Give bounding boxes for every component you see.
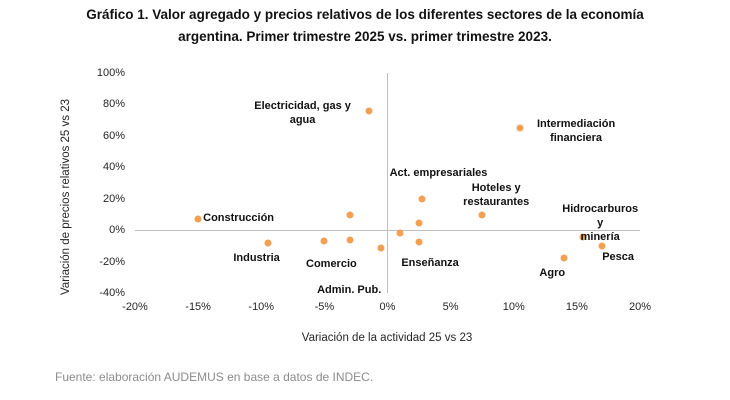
- y-axis-line: [387, 73, 388, 293]
- scatter-point-label: Agro: [539, 267, 566, 280]
- y-tick-label: 80%: [102, 98, 125, 111]
- scatter-point: [377, 244, 385, 252]
- plot-area: 100% 80% 60% 40% 20% 0% -20% -40% -20% -15% -10% -5…: [97, 67, 651, 313]
- y-tick-label: -40%: [99, 287, 125, 299]
- scatter-point: [560, 254, 568, 262]
- y-tick-label: 40%: [102, 161, 125, 174]
- scatter-point-label: Comercio: [306, 258, 357, 271]
- x-tick-label: -5%: [314, 301, 335, 313]
- y-tick-label: 20%: [102, 192, 125, 205]
- source-note: Fuente: elaboración AUDEMUS en base a da…: [55, 370, 374, 384]
- x-tick-label: 15%: [565, 301, 588, 313]
- scatter-point-label: Hidrocarburos y minería: [562, 203, 639, 244]
- scatter-point: [396, 229, 404, 236]
- x-tick-label: 10%: [502, 301, 525, 313]
- y-tick-label: 100%: [96, 67, 125, 79]
- scatter-point-label: Admin. Pub.: [317, 284, 382, 297]
- y-tick-label: 60%: [102, 129, 125, 142]
- scatter-point-label: Enseñanza: [401, 256, 459, 269]
- scatter-point-label: Industria: [233, 251, 280, 264]
- x-tick-label: -15%: [185, 301, 211, 313]
- scatter-point: [346, 236, 354, 244]
- scatter-point-label: Hoteles y restaurantes: [463, 182, 530, 209]
- scatter-point: [598, 242, 606, 250]
- scatter-point: [264, 239, 272, 247]
- x-tick-label: 5%: [442, 301, 459, 313]
- scatter-point: [579, 233, 587, 241]
- y-axis-title: Variación de precios relativos 25 vs 23: [60, 98, 72, 296]
- x-tick-label: 20%: [628, 301, 652, 313]
- scatter-point-label: Intermediación financiera: [536, 118, 616, 144]
- chart-title: Gráfico 1. Valor agregado y precios rela…: [86, 7, 644, 44]
- scatter-point-label: Construcción: [203, 212, 275, 225]
- scatter-point: [516, 124, 524, 132]
- scatter-point: [415, 219, 423, 227]
- scatter-point-label: Act. empresariales: [389, 166, 488, 179]
- x-axis-title: Variación de la actividad 25 vs 23: [301, 332, 473, 344]
- scatter-point: [418, 195, 426, 203]
- scatter-point: [478, 211, 486, 219]
- x-tick-label: -10%: [248, 301, 275, 313]
- scatter-point-label: Pesca: [602, 250, 635, 263]
- x-tick-label: 0%: [379, 301, 396, 313]
- scatter-point-label: Electricidad, gas y agua: [254, 99, 351, 126]
- scatter-point: [415, 238, 423, 246]
- scatter-point: [194, 215, 202, 223]
- x-tick-label: -20%: [122, 301, 148, 313]
- scatter-point: [365, 107, 373, 115]
- y-tick-label: -20%: [99, 255, 125, 268]
- scatter-point: [320, 237, 328, 245]
- scatter-point: [346, 211, 354, 219]
- y-tick-label: 0%: [109, 224, 125, 237]
